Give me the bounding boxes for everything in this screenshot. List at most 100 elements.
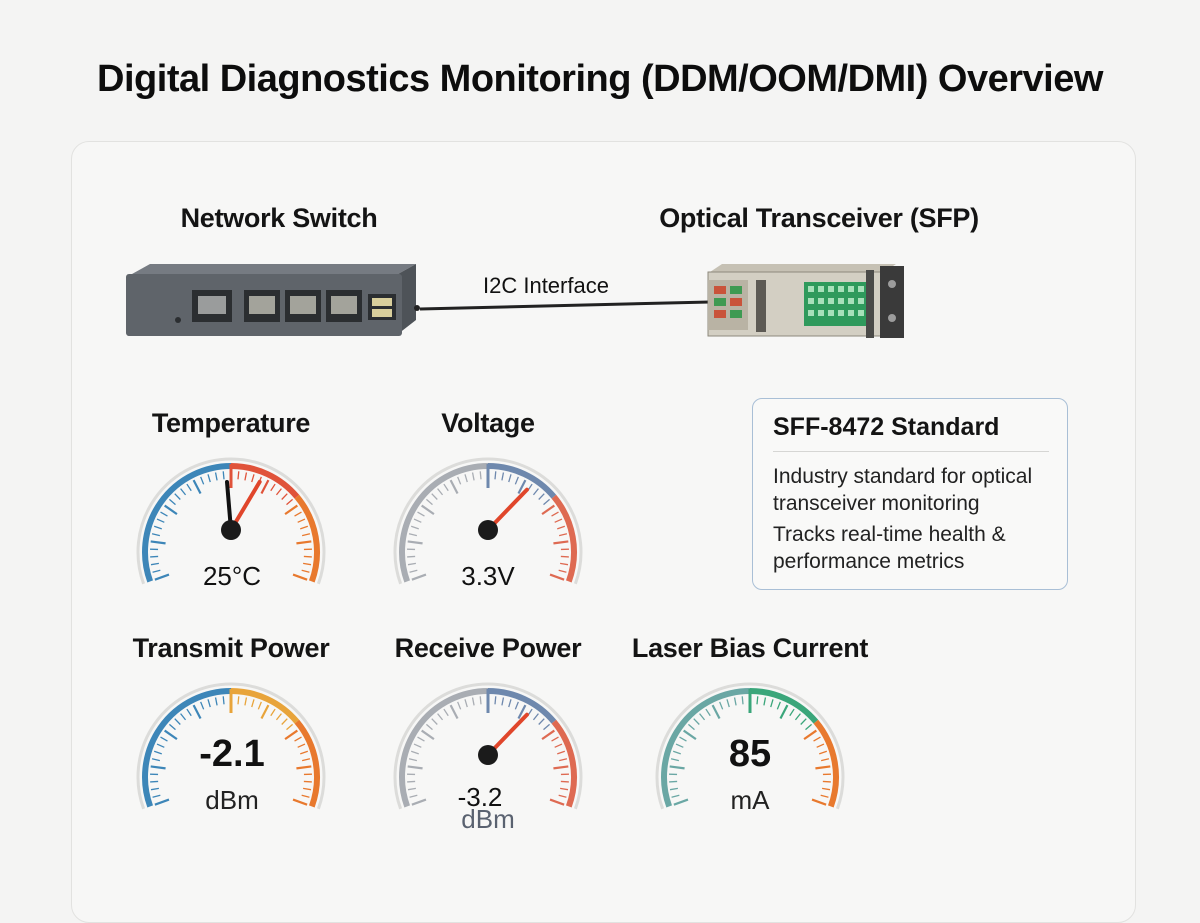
gauge-tick	[804, 731, 816, 740]
transceiver-label: Optical Transceiver (SFP)	[659, 203, 979, 234]
gauge-tick	[451, 705, 458, 718]
gauge-tick	[151, 563, 159, 564]
gauge-tick	[553, 541, 568, 543]
info-line-2: Tracks real-time health & performance me…	[773, 521, 1063, 575]
gauge-tick	[261, 705, 268, 718]
gauge-tick	[194, 480, 201, 493]
gauge-tick	[555, 744, 562, 747]
gauge-label-temperature: Temperature	[152, 408, 310, 439]
gauge-tick	[502, 697, 504, 705]
gauge-tick	[303, 563, 311, 564]
gauge-tick	[155, 800, 169, 805]
gauge-tick	[812, 800, 826, 805]
gauge-tick	[673, 751, 681, 754]
gauge-tick	[412, 575, 426, 580]
gauge-tick	[151, 788, 159, 789]
gauge-tick	[287, 724, 293, 729]
gauge-tick	[223, 696, 224, 704]
gauge-tick	[296, 541, 311, 543]
gauge-tick	[238, 471, 239, 479]
gauge-tick	[806, 724, 812, 729]
gauge-tick	[154, 751, 162, 754]
gauge-tick	[409, 759, 417, 761]
gauge-tick	[426, 499, 432, 504]
gauge-tick	[296, 766, 311, 768]
gauge-band	[231, 466, 297, 497]
gauge-tick	[533, 714, 538, 720]
gauge-tick	[208, 474, 210, 482]
gauge-tick	[282, 719, 288, 725]
gauge-tick	[451, 480, 458, 493]
gauge-tick	[152, 534, 160, 536]
gauge-tick	[298, 519, 305, 522]
gauge-tick	[208, 699, 210, 707]
gauge-tick	[151, 541, 166, 543]
gauge-tick	[276, 489, 281, 495]
gauge-tick	[557, 526, 565, 529]
gauge-tick	[553, 766, 568, 768]
gauge-tick	[298, 744, 305, 747]
gauge-tick	[165, 731, 177, 740]
gauge-tick	[410, 570, 418, 572]
gauge-tick	[194, 705, 201, 718]
gauge-hub	[221, 520, 241, 540]
gauge-tick	[473, 472, 475, 480]
gauge-tick	[502, 472, 504, 480]
gauge-tick	[480, 696, 481, 704]
gauge-band	[488, 691, 554, 722]
gauge-tick	[777, 702, 780, 709]
gauge-tick	[438, 489, 443, 495]
gauge-tick	[458, 702, 461, 709]
gauge-tick	[432, 719, 438, 725]
gauge-tick	[153, 795, 161, 797]
info-title: SFF-8472 Standard	[773, 413, 999, 442]
gauge-tick	[795, 714, 800, 720]
gauge-tick	[287, 499, 293, 504]
gauge-tick	[815, 766, 830, 768]
gauge-tick	[819, 751, 827, 754]
gauge-tick	[216, 472, 218, 480]
gauge-label-voltage: Voltage	[441, 408, 534, 439]
gauge-tick	[465, 699, 467, 707]
gauge-tick	[817, 744, 824, 747]
gauge-tick	[821, 759, 829, 761]
gauge-tick	[411, 751, 419, 754]
gauge-tick	[216, 697, 218, 705]
gauge-tick	[412, 800, 426, 805]
gauge-tick	[276, 714, 281, 720]
gauge-tick	[533, 489, 538, 495]
gauge-label-laser-bias-current: Laser Bias Current	[632, 633, 868, 664]
gauge-tick	[161, 512, 168, 516]
laser-bias-current-unit: mA	[731, 785, 770, 816]
gauge-tick	[495, 696, 496, 704]
receive-power-unit: dBm	[461, 804, 514, 835]
gauge-tick	[444, 709, 448, 716]
gauge-tick	[285, 506, 297, 515]
gauge-tick	[544, 499, 550, 504]
gauge-tick	[458, 477, 461, 484]
info-divider	[773, 451, 1049, 452]
gauge-tick	[674, 800, 688, 805]
gauge-tick	[408, 541, 423, 543]
gauge-tick	[261, 480, 268, 493]
gauge-tick	[444, 484, 448, 491]
gauge-tick	[414, 744, 421, 747]
gauge-tick	[670, 788, 678, 789]
gauge-tick	[542, 731, 554, 740]
gauge-tick	[175, 494, 181, 500]
gauge-tick	[293, 575, 307, 580]
gauge-tick	[414, 519, 421, 522]
gauge-tick	[295, 512, 302, 516]
gauge-tick	[735, 697, 737, 705]
gauge-tick	[720, 702, 723, 709]
laser-bias-current-value: 85	[729, 733, 771, 776]
gauge-tick	[169, 724, 175, 729]
gauge-tick	[688, 724, 694, 729]
gauge-tick	[560, 788, 568, 789]
gauge-tick	[187, 709, 191, 716]
sfp-transceiver-icon	[686, 262, 912, 342]
gauge-tick	[418, 737, 425, 741]
gauge-tick	[821, 795, 829, 797]
gauge-tick	[684, 731, 696, 740]
gauge-tick	[245, 472, 247, 480]
